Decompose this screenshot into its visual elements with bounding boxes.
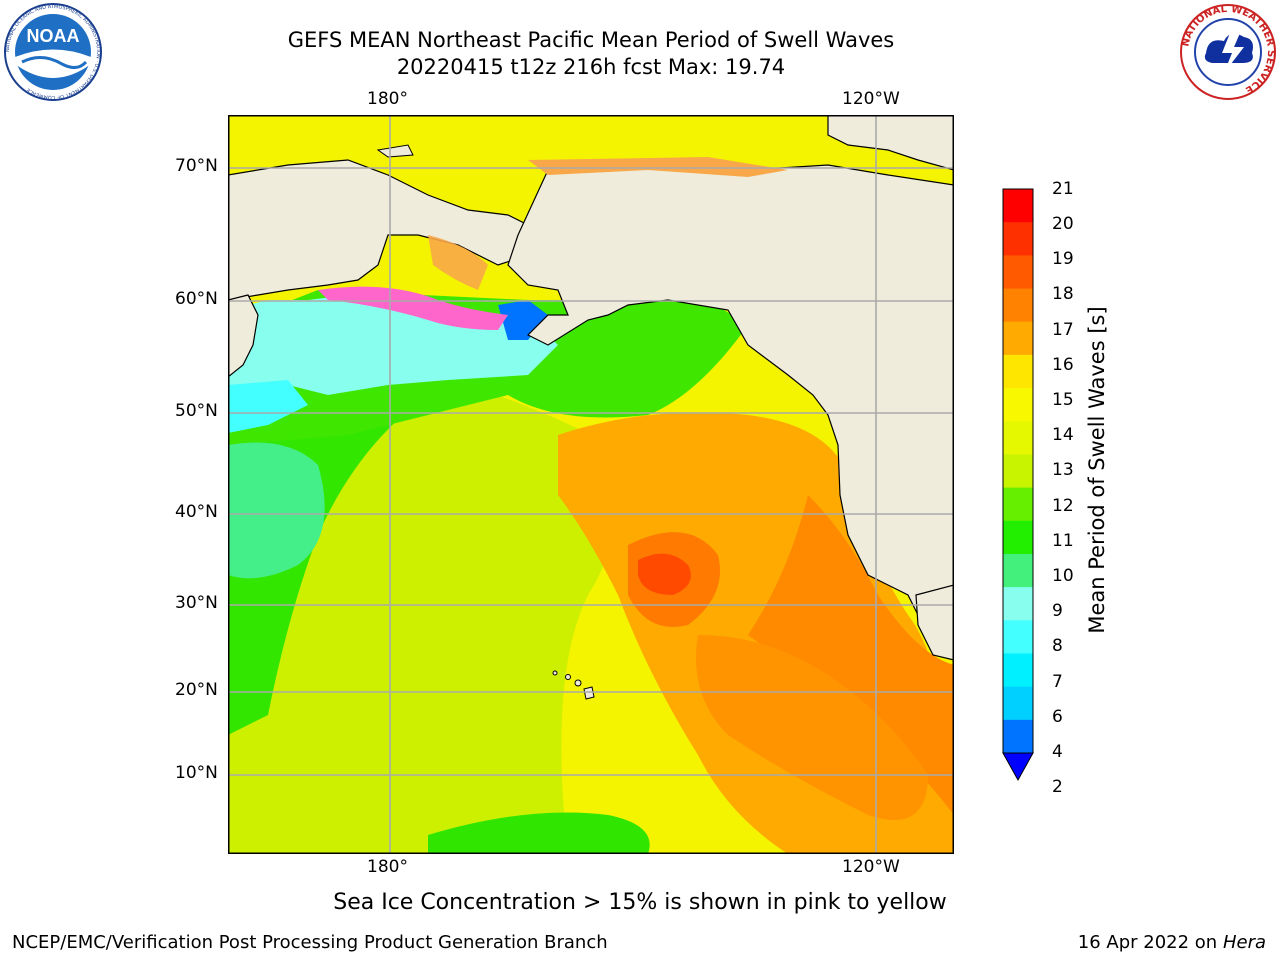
sea-ice-arctic (528, 157, 788, 177)
colorbar-title: Mean Period of Swell Waves [s] (1085, 306, 1109, 634)
colorbar-band (1003, 620, 1033, 654)
land-kamchatka (228, 294, 259, 378)
colorbar-label-13: 13 (1052, 460, 1074, 480)
colorbar-label-6: 6 (1052, 707, 1063, 727)
ocean-field-orange-south (696, 635, 928, 820)
lat-label-10n: 10°N (175, 763, 218, 783)
swell-period-map (228, 115, 954, 854)
colorbar-label-8: 8 (1052, 636, 1063, 656)
land-mexico (915, 584, 954, 661)
chart-title: GEFS MEAN Northeast Pacific Mean Period … (287, 28, 895, 52)
colorbar-band (1003, 587, 1033, 621)
colorbar-extend-triangle (1002, 752, 1034, 782)
noaa-logo: NOAA NATIONAL OCEANIC AND ATMOSPHERIC AD… (4, 3, 102, 101)
noaa-logo-text: NOAA (27, 26, 80, 46)
sea-ice-bering-north (428, 235, 488, 290)
ocean-field-mint (228, 442, 325, 579)
colorbar-band (1003, 421, 1033, 455)
colorbar-label-16: 16 (1052, 355, 1074, 375)
colorbar-label-14: 14 (1052, 425, 1074, 445)
colorbar-band (1003, 686, 1033, 721)
lon-label-top-180: 180° (367, 89, 408, 109)
chart-subtitle: 20220415 t12z 216h fcst Max: 19.74 (396, 55, 786, 79)
colorbar-band (1003, 719, 1033, 754)
credit-text: NCEP/EMC/Verification Post Processing Pr… (12, 932, 608, 953)
lat-label-60n: 60°N (175, 289, 218, 309)
colorbar-label-10: 10 (1052, 566, 1074, 586)
date-text: 16 Apr 2022 on (1077, 932, 1218, 953)
lat-label-40n: 40°N (175, 502, 218, 522)
machine-name: Hera (1222, 932, 1266, 953)
sea-ice-note: Sea Ice Concentration > 15% is shown in … (333, 890, 947, 915)
lat-label-70n: 70°N (175, 156, 218, 176)
colorbar-label-2: 2 (1052, 777, 1063, 797)
land-alaska (507, 159, 954, 656)
map-frame (228, 115, 954, 854)
colorbar-band (1003, 189, 1033, 223)
colorbar-band (1003, 653, 1033, 688)
lon-label-top-120w: 120°W (842, 89, 900, 109)
colorbar-label-15: 15 (1052, 390, 1074, 410)
hawaii-islands (552, 670, 595, 700)
ocean-field-green-south (428, 812, 650, 854)
sea-ice-bering (318, 286, 508, 330)
colorbar-band (1003, 288, 1033, 323)
lon-label-bottom-180: 180° (367, 857, 408, 877)
colorbar-label-9: 9 (1052, 601, 1063, 621)
graticule (228, 115, 954, 854)
colorbar-label-17: 17 (1052, 320, 1074, 340)
colorbar-band (1003, 354, 1033, 389)
ocean-field-cyan (228, 290, 558, 425)
colorbar-band (1003, 255, 1033, 290)
colorbar-label-7: 7 (1052, 672, 1063, 692)
colorbar-label-18: 18 (1052, 284, 1074, 304)
land-arctic-island (827, 115, 954, 171)
colorbar-band (1003, 553, 1033, 588)
land-wrangel-island (376, 144, 414, 158)
nws-logo: NATIONAL WEATHER SERVICE (1180, 4, 1276, 100)
ocean-field-red (638, 553, 691, 595)
date-stamp: 16 Apr 2022 on Hera (1078, 932, 1266, 953)
colorbar-label-4: 4 (1052, 742, 1063, 762)
colorbar-band (1003, 222, 1033, 256)
colorbar-band (1003, 487, 1033, 522)
colorbar-label-19: 19 (1052, 249, 1074, 269)
colorbar-band (1003, 454, 1033, 489)
colorbar-label-20: 20 (1052, 214, 1074, 234)
colorbar-band (1003, 388, 1033, 422)
colorbar-band (1003, 520, 1033, 555)
ocean-field-orange-coast (748, 495, 954, 815)
colorbar (1002, 188, 1034, 782)
colorbar-label-12: 12 (1052, 496, 1074, 516)
lon-label-bottom-120w: 120°W (842, 857, 900, 877)
lat-label-50n: 50°N (175, 401, 218, 421)
colorbar-label-11: 11 (1052, 531, 1074, 551)
colorbar-frame (1002, 188, 1034, 754)
lat-label-20n: 20°N (175, 680, 218, 700)
colorbar-band (1003, 321, 1033, 356)
ocean-field-cyan-2 (228, 380, 308, 433)
land-chukotka (228, 159, 550, 301)
colorbar-label-21: 21 (1052, 179, 1074, 199)
lat-label-30n: 30°N (175, 593, 218, 613)
